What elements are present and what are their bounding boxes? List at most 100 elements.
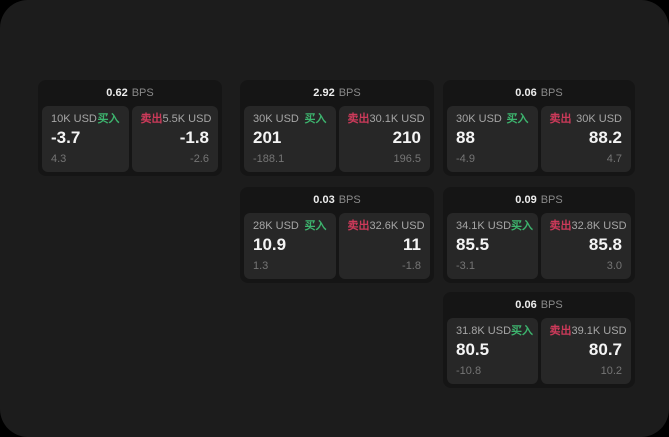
buy-panel-top: 10K USD 买入 <box>51 113 120 126</box>
buy-price: 85.5 <box>456 235 490 254</box>
buy-panel[interactable]: 31.8K USD 买入 80.5 -10.8 <box>447 318 538 384</box>
sell-sub-value: -1.8 <box>402 260 421 272</box>
sell-price: 88.2 <box>588 128 622 147</box>
buy-panel[interactable]: 34.1K USD 买入 85.5 -3.1 <box>447 213 538 279</box>
buy-sub-value: -10.8 <box>456 365 482 377</box>
sell-size: 39.1K USD <box>571 325 627 337</box>
spread-header: 0.03 BPS <box>240 187 434 213</box>
sell-panel[interactable]: 卖出 30.1K USD 210 196.5 <box>338 106 430 172</box>
sell-sub-value: -2.6 <box>190 153 209 165</box>
spread-unit: BPS <box>338 194 361 206</box>
buy-sub-value: -3.1 <box>456 260 475 272</box>
sell-label: 卖出 <box>549 220 572 232</box>
sell-size: 30K USD <box>576 113 622 125</box>
spread-value: 0.09 <box>515 194 537 206</box>
quote-card-6: 0.06 BPS 31.8K USD 买入 80.5 -10.8 卖出 39.1… <box>443 292 635 388</box>
sell-panel[interactable]: 卖出 30K USD 88.2 4.7 <box>540 106 631 172</box>
sell-price: 85.8 <box>588 235 622 254</box>
sell-sub-value: 3.0 <box>606 260 622 272</box>
buy-size: 31.8K USD <box>456 325 512 337</box>
sell-size: 32.8K USD <box>571 220 627 232</box>
sell-size: 30.1K USD <box>369 113 425 125</box>
spread-value: 2.92 <box>313 87 335 99</box>
sell-price: 80.7 <box>588 340 622 359</box>
quote-panels: 30K USD 买入 201 -188.1 卖出 30.1K USD 210 1… <box>240 106 434 176</box>
quote-panels: 28K USD 买入 10.9 1.3 卖出 32.6K USD 11 -1.8 <box>240 213 434 283</box>
spread-header: 0.06 BPS <box>443 292 635 318</box>
sell-sub-value: 10.2 <box>600 365 622 377</box>
buy-price: 10.9 <box>253 235 287 254</box>
sell-size: 32.6K USD <box>369 220 425 232</box>
sell-label: 卖出 <box>549 113 572 125</box>
buy-label: 买入 <box>97 113 120 125</box>
sell-price: 11 <box>403 235 421 254</box>
sell-price: 210 <box>392 128 421 147</box>
quote-panels: 31.8K USD 买入 80.5 -10.8 卖出 39.1K USD 80.… <box>443 318 635 388</box>
sell-panel-top: 卖出 32.6K USD <box>347 220 425 233</box>
spread-header: 0.06 BPS <box>443 80 635 106</box>
sell-panel[interactable]: 卖出 39.1K USD 80.7 10.2 <box>540 318 631 384</box>
sell-panel[interactable]: 卖出 32.6K USD 11 -1.8 <box>338 213 430 279</box>
buy-label: 买入 <box>506 113 529 125</box>
spread-unit: BPS <box>540 194 563 206</box>
buy-price: -3.7 <box>51 128 81 147</box>
sell-panel-top: 卖出 30K USD <box>550 113 623 126</box>
spread-value: 0.06 <box>515 87 537 99</box>
buy-price: 201 <box>253 128 282 147</box>
sell-size: 5.5K USD <box>162 113 212 125</box>
buy-label: 买入 <box>511 325 534 337</box>
buy-price: 80.5 <box>456 340 490 359</box>
quote-panels: 10K USD 买入 -3.7 4.3 卖出 5.5K USD -1.8 -2.… <box>38 106 222 176</box>
buy-size: 28K USD <box>253 220 299 232</box>
sell-label: 卖出 <box>347 220 370 232</box>
buy-panel[interactable]: 10K USD 买入 -3.7 4.3 <box>42 106 129 172</box>
buy-sub-value: 4.3 <box>51 153 67 165</box>
buy-panel-top: 28K USD 买入 <box>253 220 327 233</box>
buy-size: 30K USD <box>253 113 299 125</box>
spread-unit: BPS <box>338 87 361 99</box>
sell-panel-top: 卖出 5.5K USD <box>140 113 212 126</box>
spread-value: 0.62 <box>106 87 128 99</box>
buy-sub-value: -4.9 <box>456 153 475 165</box>
buy-label: 买入 <box>304 220 327 232</box>
sell-label: 卖出 <box>549 325 572 337</box>
sell-sub-value: 196.5 <box>393 153 421 165</box>
quote-card-3: 0.06 BPS 30K USD 买入 88 -4.9 卖出 30K USD <box>443 80 635 176</box>
sell-label: 卖出 <box>140 113 163 125</box>
spread-header: 2.92 BPS <box>240 80 434 106</box>
quote-card-4: 0.03 BPS 28K USD 买入 10.9 1.3 卖出 32.6K US… <box>240 187 434 283</box>
buy-size: 10K USD <box>51 113 97 125</box>
sell-price: -1.8 <box>179 128 209 147</box>
buy-label: 买入 <box>511 220 534 232</box>
quote-panels: 30K USD 买入 88 -4.9 卖出 30K USD 88.2 4.7 <box>443 106 635 176</box>
buy-panel[interactable]: 30K USD 买入 88 -4.9 <box>447 106 538 172</box>
buy-panel-top: 31.8K USD 买入 <box>456 325 533 338</box>
quote-panels: 34.1K USD 买入 85.5 -3.1 卖出 32.8K USD 85.8… <box>443 213 635 283</box>
quote-card-2: 2.92 BPS 30K USD 买入 201 -188.1 卖出 30.1K … <box>240 80 434 176</box>
sell-sub-value: 4.7 <box>606 153 622 165</box>
sell-panel-top: 卖出 30.1K USD <box>347 113 425 126</box>
buy-panel[interactable]: 30K USD 买入 201 -188.1 <box>244 106 336 172</box>
spread-unit: BPS <box>540 299 563 311</box>
buy-panel-top: 30K USD 买入 <box>456 113 529 126</box>
buy-size: 34.1K USD <box>456 220 512 232</box>
quote-card-1: 0.62 BPS 10K USD 买入 -3.7 4.3 卖出 5.5K USD <box>38 80 222 176</box>
buy-size: 30K USD <box>456 113 502 125</box>
buy-label: 买入 <box>304 113 327 125</box>
spread-value: 0.06 <box>515 299 537 311</box>
sell-panel[interactable]: 卖出 32.8K USD 85.8 3.0 <box>540 213 631 279</box>
buy-panel[interactable]: 28K USD 买入 10.9 1.3 <box>244 213 336 279</box>
sell-label: 卖出 <box>347 113 370 125</box>
spread-value: 0.03 <box>313 194 335 206</box>
buy-sub-value: 1.3 <box>253 260 269 272</box>
spread-unit: BPS <box>131 87 154 99</box>
buy-price: 88 <box>456 128 475 147</box>
spread-header: 0.62 BPS <box>38 80 222 106</box>
spread-header: 0.09 BPS <box>443 187 635 213</box>
sell-panel[interactable]: 卖出 5.5K USD -1.8 -2.6 <box>131 106 218 172</box>
spread-unit: BPS <box>540 87 563 99</box>
sell-panel-top: 卖出 39.1K USD <box>549 325 627 338</box>
sell-panel-top: 卖出 32.8K USD <box>549 220 627 233</box>
